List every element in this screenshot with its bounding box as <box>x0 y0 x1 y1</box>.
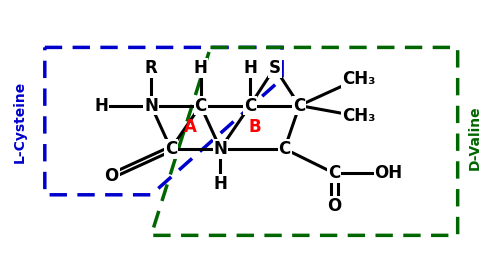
Text: O: O <box>327 197 341 215</box>
Text: L-Cysteine: L-Cysteine <box>13 81 27 163</box>
Text: N: N <box>214 140 228 158</box>
Text: C: C <box>294 97 306 115</box>
Text: B: B <box>248 118 262 136</box>
Text: OH: OH <box>374 164 402 182</box>
Text: O: O <box>104 167 118 185</box>
Text: H: H <box>243 59 257 77</box>
Text: C: C <box>244 97 256 115</box>
Text: C: C <box>328 164 340 182</box>
Text: S: S <box>268 59 280 77</box>
Text: H: H <box>194 59 207 77</box>
Text: C: C <box>278 140 290 158</box>
Text: C: C <box>194 97 206 115</box>
Text: A: A <box>184 118 197 136</box>
Text: C: C <box>165 140 177 158</box>
Text: H: H <box>94 97 108 115</box>
Text: CH₃: CH₃ <box>342 107 376 125</box>
Text: H: H <box>214 175 228 193</box>
Text: N: N <box>144 97 158 115</box>
Text: CH₃: CH₃ <box>342 70 376 87</box>
Text: D-Valine: D-Valine <box>468 106 482 170</box>
Text: R: R <box>144 59 158 77</box>
